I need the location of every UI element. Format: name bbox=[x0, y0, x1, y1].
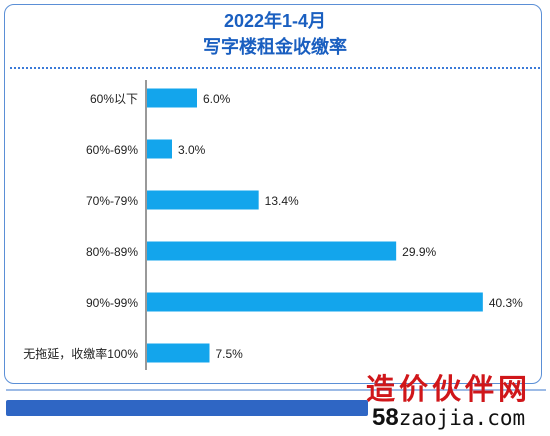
chart-subtitle: 写字楼租金收缴率 bbox=[203, 37, 347, 57]
watermark-name: 造价伙伴网 bbox=[366, 372, 532, 406]
bar bbox=[147, 343, 210, 363]
category-label: 80%-89% bbox=[86, 245, 138, 259]
bar bbox=[147, 88, 197, 108]
category-label: 70%-79% bbox=[86, 194, 138, 208]
value-label: 40.3% bbox=[489, 296, 523, 310]
category-label: 90%-99% bbox=[86, 296, 138, 310]
bar bbox=[147, 190, 259, 210]
watermark-url: 58zaojia.com bbox=[372, 405, 550, 431]
chart-title: 2022年1-4月 bbox=[223, 11, 327, 31]
value-label: 3.0% bbox=[178, 143, 206, 157]
title-divider bbox=[10, 67, 540, 69]
watermark-url-rest: zaojia.com bbox=[398, 406, 526, 430]
footer-line bbox=[6, 389, 546, 391]
footer-bar bbox=[6, 400, 368, 416]
bar bbox=[147, 139, 172, 159]
category-label: 无拖延，收缴率100% bbox=[23, 346, 138, 361]
category-label: 60%以下 bbox=[90, 92, 138, 106]
bar bbox=[147, 241, 397, 261]
value-label: 29.9% bbox=[402, 245, 436, 259]
value-label: 6.0% bbox=[203, 92, 231, 106]
category-label: 60%-69% bbox=[86, 143, 138, 157]
bar bbox=[147, 292, 483, 312]
value-label: 13.4% bbox=[265, 194, 299, 208]
watermark-url-prefix: 58 bbox=[372, 404, 399, 431]
value-label: 7.5% bbox=[216, 347, 244, 361]
